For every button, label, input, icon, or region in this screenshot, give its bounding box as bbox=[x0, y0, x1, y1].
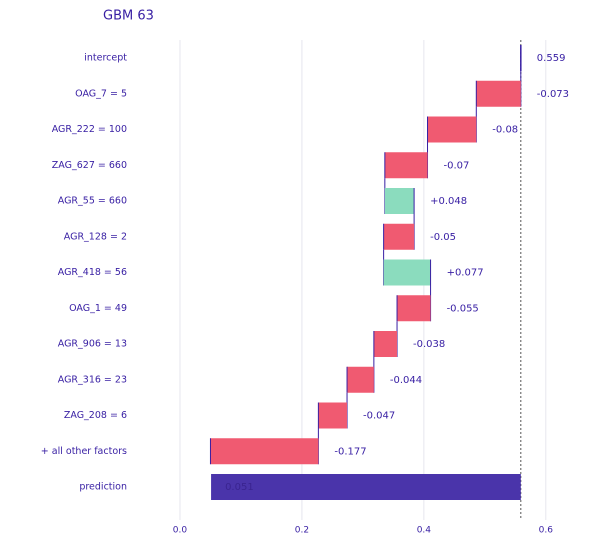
x-tick-label: 0.2 bbox=[295, 526, 309, 536]
x-tick-label: 0.6 bbox=[539, 526, 554, 536]
y-tick-label: AGR_128 = 2 bbox=[64, 231, 127, 242]
bar bbox=[384, 152, 428, 179]
value-label: -0.044 bbox=[390, 375, 422, 386]
value-label: +0.077 bbox=[447, 268, 484, 279]
bar bbox=[383, 259, 431, 286]
value-label: -0.055 bbox=[447, 303, 479, 314]
bar bbox=[210, 438, 319, 465]
x-tick-label: 0.4 bbox=[417, 526, 432, 536]
bar bbox=[427, 116, 477, 143]
value-label: -0.05 bbox=[430, 232, 456, 243]
y-tick-label: AGR_418 = 56 bbox=[58, 267, 127, 278]
value-label: 0.051 bbox=[225, 482, 254, 493]
prediction-bar bbox=[211, 474, 521, 500]
y-tick-label: AGR_316 = 23 bbox=[58, 374, 127, 385]
y-tick-label: AGR_906 = 13 bbox=[58, 339, 127, 350]
y-tick-label: AGR_222 = 100 bbox=[52, 124, 127, 135]
y-tick-label: intercept bbox=[84, 53, 127, 64]
bar bbox=[397, 295, 431, 322]
value-label: -0.073 bbox=[537, 89, 569, 100]
value-label: -0.047 bbox=[363, 411, 395, 422]
value-label: -0.038 bbox=[413, 339, 445, 350]
bar bbox=[476, 80, 521, 107]
value-label: -0.177 bbox=[334, 446, 366, 457]
value-label: -0.08 bbox=[492, 125, 518, 136]
y-tick-label: ZAG_627 = 660 bbox=[52, 160, 127, 171]
y-tick-label: prediction bbox=[79, 482, 127, 493]
y-tick-label: AGR_55 = 660 bbox=[58, 196, 127, 207]
y-tick-label: ZAG_208 = 6 bbox=[64, 410, 127, 421]
value-label: 0.559 bbox=[537, 53, 566, 64]
bar bbox=[384, 188, 415, 214]
bar bbox=[318, 402, 348, 429]
y-tick-label: OAG_1 = 49 bbox=[69, 303, 127, 314]
chart-title: GBM 63 bbox=[103, 9, 154, 24]
x-tick-label: 0.0 bbox=[173, 526, 188, 536]
bar bbox=[373, 331, 398, 357]
bar bbox=[347, 366, 374, 393]
y-tick-label: OAG_7 = 5 bbox=[75, 88, 127, 99]
value-label: +0.048 bbox=[430, 196, 467, 207]
value-label: -0.07 bbox=[444, 160, 470, 171]
y-tick-label: + all other factors bbox=[41, 446, 127, 457]
bar bbox=[383, 223, 415, 250]
